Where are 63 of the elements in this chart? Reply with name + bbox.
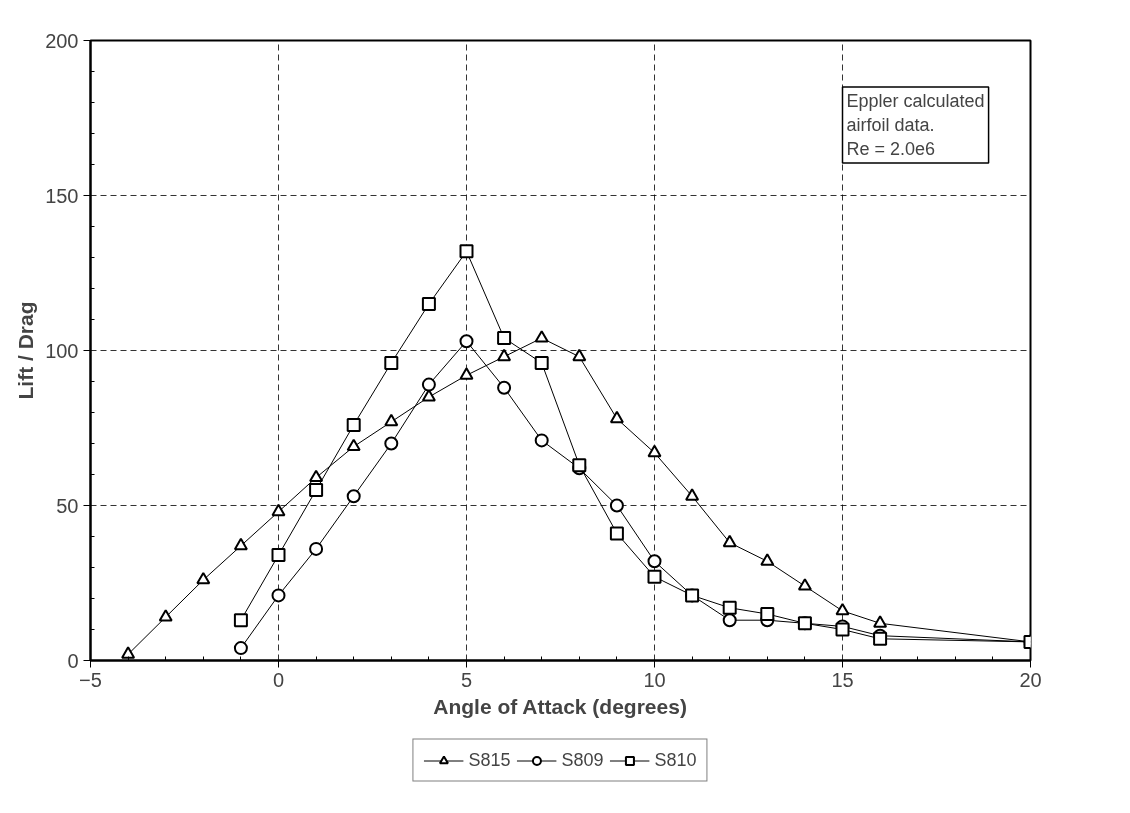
- y-tick-label: 100: [45, 339, 79, 362]
- point: [835, 602, 850, 616]
- point: [233, 537, 248, 551]
- point: [497, 331, 512, 346]
- point: [421, 377, 436, 392]
- y-axis-title: Lift / Drag: [14, 301, 38, 400]
- point: [346, 438, 361, 452]
- point: [609, 526, 624, 541]
- point: [497, 380, 512, 395]
- point: [271, 503, 286, 517]
- point: [722, 600, 737, 615]
- point: [346, 417, 361, 432]
- point: [233, 641, 248, 656]
- point: [459, 244, 474, 259]
- point: [760, 607, 775, 621]
- point: [271, 588, 286, 603]
- point: [233, 613, 248, 628]
- point: [497, 348, 512, 362]
- legend-label: S810: [654, 749, 697, 771]
- point: [271, 548, 286, 563]
- x-tick-label: 5: [460, 668, 473, 691]
- point: [421, 297, 436, 311]
- legend-label: S815: [468, 749, 511, 771]
- point: [384, 436, 399, 451]
- annotation: Eppler calculated airfoil data. Re = 2.0e6: [846, 91, 985, 159]
- point: [534, 433, 549, 448]
- y-tick-label: 200: [45, 29, 79, 52]
- point: [873, 615, 888, 628]
- point: [760, 553, 775, 566]
- x-tick-label: 0: [272, 668, 285, 691]
- y-tick-label: 50: [56, 494, 79, 517]
- legend-label: S809: [561, 749, 604, 771]
- point: [572, 348, 587, 362]
- y-tick-label: 0: [67, 649, 79, 672]
- point: [309, 483, 324, 497]
- point: [158, 609, 173, 622]
- point: [196, 571, 211, 585]
- x-axis-title: Angle of Attack (degrees): [433, 694, 687, 718]
- point: [309, 541, 324, 556]
- x-tick-label: −5: [79, 668, 102, 691]
- point: [685, 488, 700, 501]
- point: [534, 330, 549, 343]
- point: [384, 413, 399, 427]
- y-tick-label: 150: [45, 184, 79, 207]
- point: [722, 534, 737, 548]
- point: [609, 498, 624, 513]
- point: [797, 578, 812, 591]
- point: [421, 389, 436, 402]
- point: [346, 489, 361, 504]
- x-tick-label: 15: [831, 668, 854, 691]
- point: [647, 554, 662, 569]
- point: [534, 355, 549, 370]
- point: [647, 569, 662, 584]
- x-tick-label: 20: [1019, 668, 1042, 691]
- point: [609, 410, 624, 424]
- point: [121, 646, 136, 659]
- point: [459, 367, 474, 380]
- x-tick-label: 10: [643, 668, 666, 691]
- point: [309, 469, 324, 483]
- point: [722, 613, 737, 628]
- point: [459, 334, 474, 349]
- point: [384, 355, 399, 370]
- point: [647, 444, 662, 458]
